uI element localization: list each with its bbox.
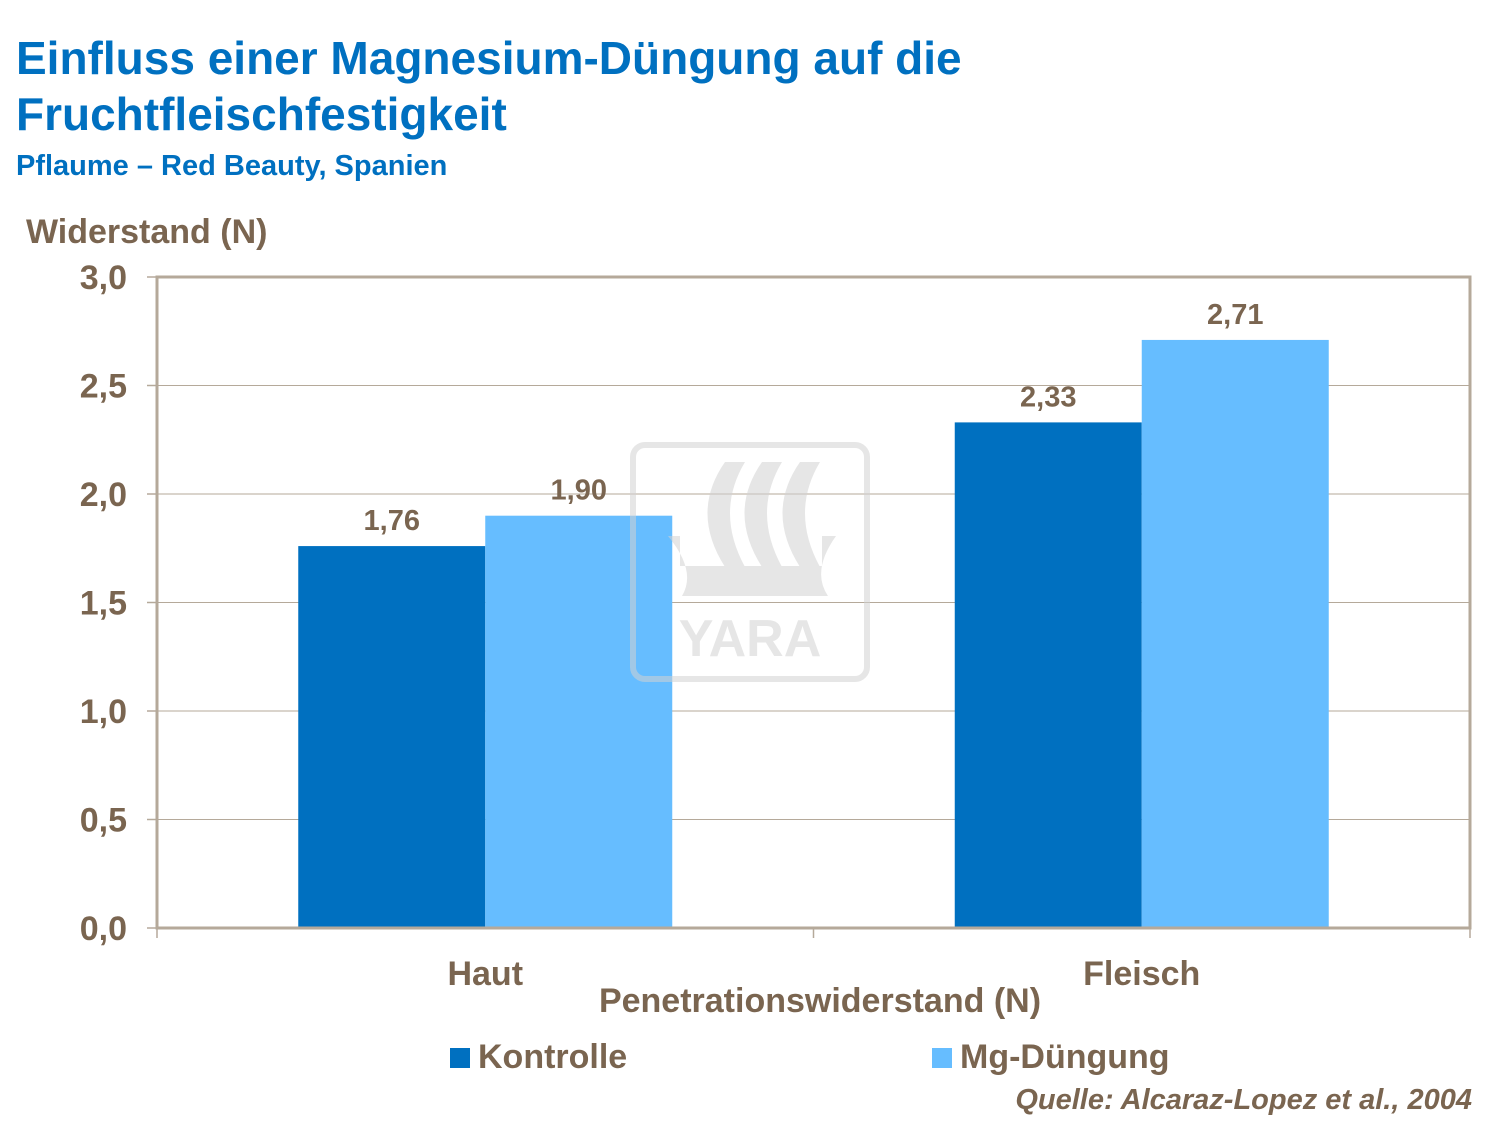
bar-haut-0 — [298, 546, 486, 928]
x-tick-label: Haut — [447, 955, 523, 993]
data-label: 1,76 — [364, 505, 420, 537]
legend-swatch — [450, 1047, 470, 1068]
legend-label: Mg-Düngung — [960, 1038, 1170, 1076]
bar-chart: 0,0 0,5 1,0 1,5 2,0 2,5 3,0 1,76 1,90 Haut 2,33 2,7… — [80, 259, 1472, 993]
y-tick-label: 3,0 — [80, 259, 127, 297]
svg-text:YARA: YARA — [679, 610, 822, 668]
yara-logo-watermark: YARA — [630, 442, 870, 682]
chart-title: Einfluss einer Magnesium-Düngung auf die… — [16, 32, 962, 140]
source-note: Quelle: Alcaraz-Lopez et al., 2004 — [1015, 1084, 1472, 1116]
y-tick-label: 1,5 — [80, 585, 127, 623]
y-tick-label: 0,5 — [80, 802, 127, 840]
y-tick-label: 2,5 — [80, 368, 127, 406]
y-tick-label: 0,0 — [80, 910, 127, 948]
y-tick-label: 1,0 — [80, 693, 127, 731]
y-tick-label: 2,0 — [80, 476, 127, 514]
bar-haut-1 — [485, 515, 673, 928]
data-label: 2,33 — [1020, 381, 1076, 413]
legend-label: Kontrolle — [478, 1038, 628, 1076]
legend-item-mg-duengung: Mg-Düngung — [932, 1038, 1170, 1077]
data-label: 2,71 — [1207, 299, 1263, 331]
x-axis-label: Penetrationswiderstand (N) — [598, 982, 1042, 1020]
bar-fleisch-0 — [954, 422, 1142, 928]
legend-item-kontrolle: Kontrolle — [450, 1038, 627, 1077]
x-tick-label: Fleisch — [1083, 955, 1200, 993]
bar-fleisch-1 — [1141, 339, 1329, 928]
y-axis-label: Widerstand (N) — [26, 213, 268, 251]
chart-subtitle: Pflaume – Red Beauty, Spanien — [16, 150, 448, 182]
legend-swatch — [932, 1047, 952, 1068]
data-label: 1,90 — [551, 475, 607, 507]
